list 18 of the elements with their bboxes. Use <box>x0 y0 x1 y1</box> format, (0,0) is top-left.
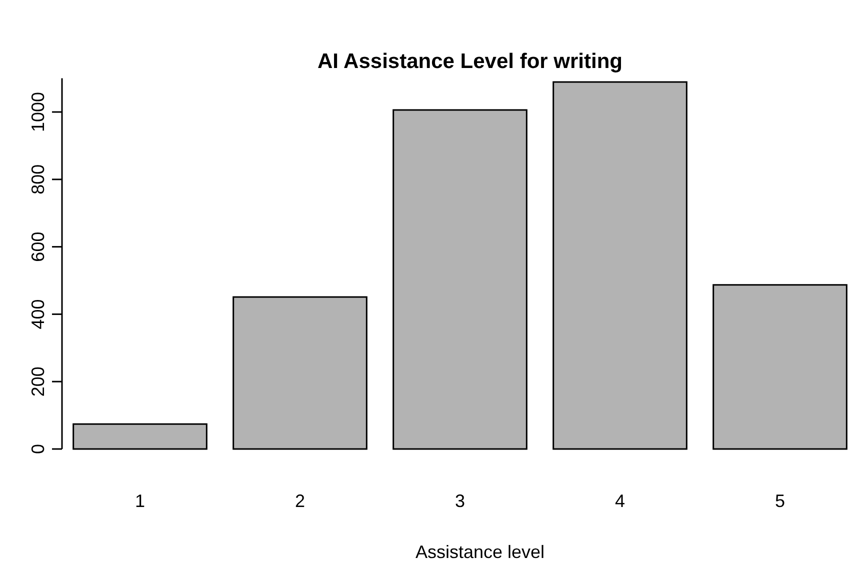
y-tick-label: 400 <box>28 299 48 330</box>
bar <box>72 423 208 450</box>
y-tick-label: 0 <box>28 444 48 454</box>
x-tick-label: 3 <box>454 491 466 511</box>
chart-title: AI Assistance Level for writing <box>318 50 622 73</box>
y-tick-label: 200 <box>28 366 48 397</box>
x-tick-label: 4 <box>614 491 626 511</box>
bar <box>232 296 368 450</box>
x-tick-label: 1 <box>134 491 146 511</box>
x-axis-title: Assistance level <box>415 542 545 562</box>
x-tick-label: 2 <box>294 491 306 511</box>
bar <box>712 284 848 450</box>
y-tick-label: 800 <box>28 164 48 194</box>
x-tick-label: 5 <box>774 491 786 511</box>
y-tick-label: 600 <box>28 232 48 262</box>
bar <box>552 81 688 450</box>
y-tick-label: 1000 <box>28 92 48 132</box>
bar <box>392 109 528 450</box>
